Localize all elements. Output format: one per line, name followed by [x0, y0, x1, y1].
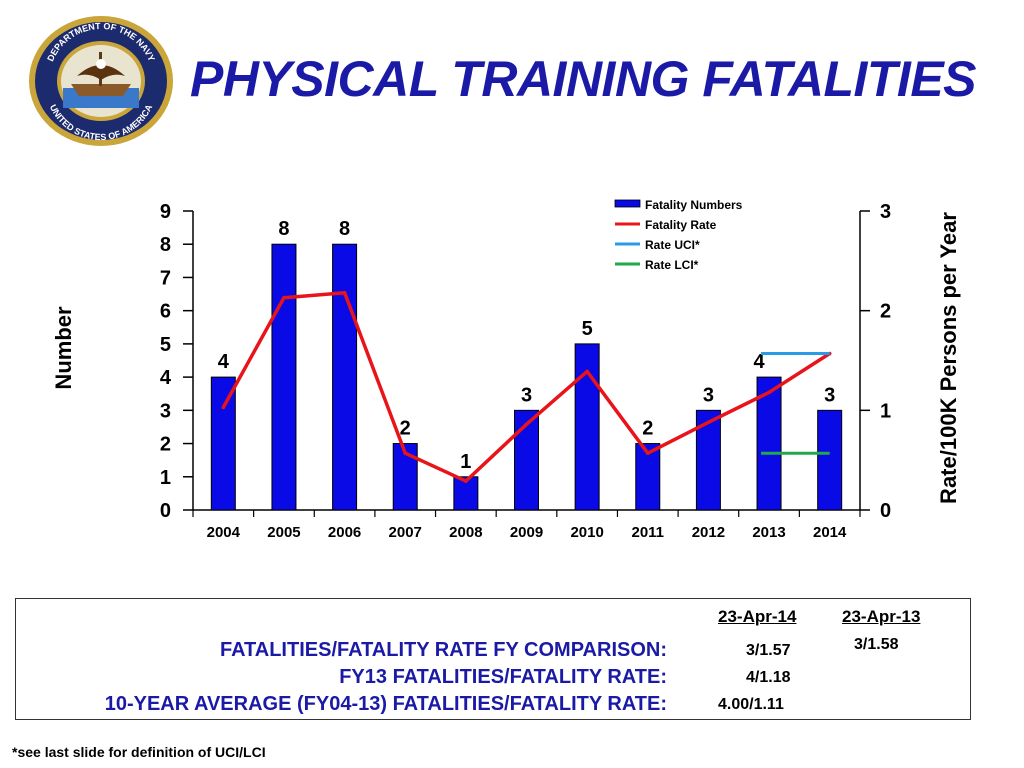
row-label-fy-comparison: FATALITIES/FATALITY RATE FY COMPARISON:	[219, 639, 667, 661]
x-tick-label: 2006	[328, 524, 361, 541]
bar-2013	[756, 376, 782, 511]
x-tick-label: 2012	[692, 524, 725, 541]
bar-label-2009: 3	[521, 384, 532, 406]
y-tick-label-left: 7	[160, 267, 171, 289]
y-tick-label-left: 1	[160, 467, 171, 489]
bar-2009	[514, 409, 539, 511]
page-title: PHYSICAL TRAINING FATALITIES	[190, 51, 977, 107]
y-tick-label-left: 3	[160, 400, 171, 422]
y-tick-label-left: 9	[160, 201, 171, 223]
row-label-10yr-average: 10-YEAR AVERAGE (FY04-13) FATALITIES/FAT…	[104, 693, 667, 715]
legend-label: Fatality Numbers	[645, 198, 743, 212]
row-10yr-average-col1: 4.00/1.11	[718, 696, 784, 713]
legend-label: Rate UCI*	[645, 238, 700, 252]
row-label-fy13: FY13 FATALITIES/FATALITY RATE:	[339, 666, 667, 688]
fatality-rate-point-2008	[464, 479, 468, 483]
x-tick-label: 2013	[752, 524, 785, 541]
y-tick-label-left: 6	[160, 301, 171, 323]
y-tick-label-right: 0	[880, 500, 891, 522]
comparison-table: 23-Apr-14 23-Apr-13 FATALITIES/FATALITY …	[15, 598, 971, 720]
bar-2005	[271, 243, 297, 511]
row-fy-comparison-col1: 3/1.57	[746, 642, 791, 659]
y-tick-label-left: 5	[160, 334, 171, 356]
col2-header: 23-Apr-13	[842, 607, 921, 626]
y-tick-label-left: 0	[160, 500, 171, 522]
bar-label-2011: 2	[642, 418, 653, 440]
y-tick-label-left: 2	[160, 434, 171, 456]
x-tick-label: 2004	[207, 524, 241, 541]
fatality-rate-point-2010	[585, 369, 589, 374]
x-tick-label: 2010	[570, 524, 603, 541]
fatality-rate-point-2007	[403, 451, 408, 455]
x-tick-label: 2009	[510, 524, 543, 541]
fatalities-chart: 0 1 2 3 4 5 6 7 8 9 0 1 2 3 2004 2005 2006 2007 2008 2009 20…	[51, 198, 961, 541]
bar-label-2012: 3	[703, 384, 714, 406]
bar-label-2005: 8	[278, 218, 289, 240]
x-tick-label: 2007	[389, 524, 422, 541]
bar-label-2007: 2	[400, 418, 411, 440]
legend-label: Fatality Rate	[645, 218, 717, 232]
bar-2011	[635, 443, 661, 511]
fatality-rate-point-2006	[342, 290, 347, 295]
y-axis-title-left: Number	[51, 306, 76, 390]
bar-label-2004: 4	[218, 351, 230, 373]
navy-seal-logo: DEPARTMENT OF THE NAVY UNITED STATES OF …	[29, 16, 173, 146]
y-tick-label-right: 2	[880, 301, 891, 323]
bar-label-2008: 1	[460, 451, 471, 473]
bar-label-2013: 4	[753, 351, 765, 373]
bar-2014	[817, 409, 843, 511]
x-tick-label: 2008	[449, 524, 482, 541]
bar-2004	[210, 376, 236, 511]
x-tick-label: 2005	[267, 524, 300, 541]
fatality-rate-point-2005	[282, 295, 286, 300]
row-fy-comparison-col2: 3/1.58	[854, 636, 899, 653]
bar-label-2014: 3	[824, 384, 835, 406]
bar-label-2006: 8	[339, 218, 350, 240]
fatality-rate-point-2004	[221, 405, 226, 410]
x-tick-label: 2011	[631, 524, 664, 541]
bar-label-2010: 5	[582, 318, 593, 340]
col1-header: 23-Apr-14	[718, 607, 797, 626]
footnote: *see last slide for definition of UCI/LC…	[12, 744, 266, 760]
x-tick-label: 2014	[813, 524, 847, 541]
bar-2006	[332, 243, 358, 511]
legend-swatch-fatality-numbers	[614, 199, 641, 208]
y-tick-label-left: 4	[160, 367, 172, 389]
y-tick-label-left: 8	[160, 234, 171, 256]
fatality-rate-point-2012	[706, 420, 711, 425]
y-axis-title-right: Rate/100K Persons per Year	[936, 212, 961, 504]
fatality-rate-point-2011	[645, 451, 650, 455]
bar-2010	[574, 343, 600, 511]
y-tick-label-right: 3	[880, 201, 891, 223]
row-fy13-col1: 4/1.18	[746, 669, 791, 686]
legend-label: Rate LCI*	[645, 258, 699, 272]
y-tick-label-right: 1	[880, 400, 891, 422]
fatality-rate-point-2009	[524, 422, 529, 427]
fatality-rate-point-2013	[767, 390, 771, 395]
